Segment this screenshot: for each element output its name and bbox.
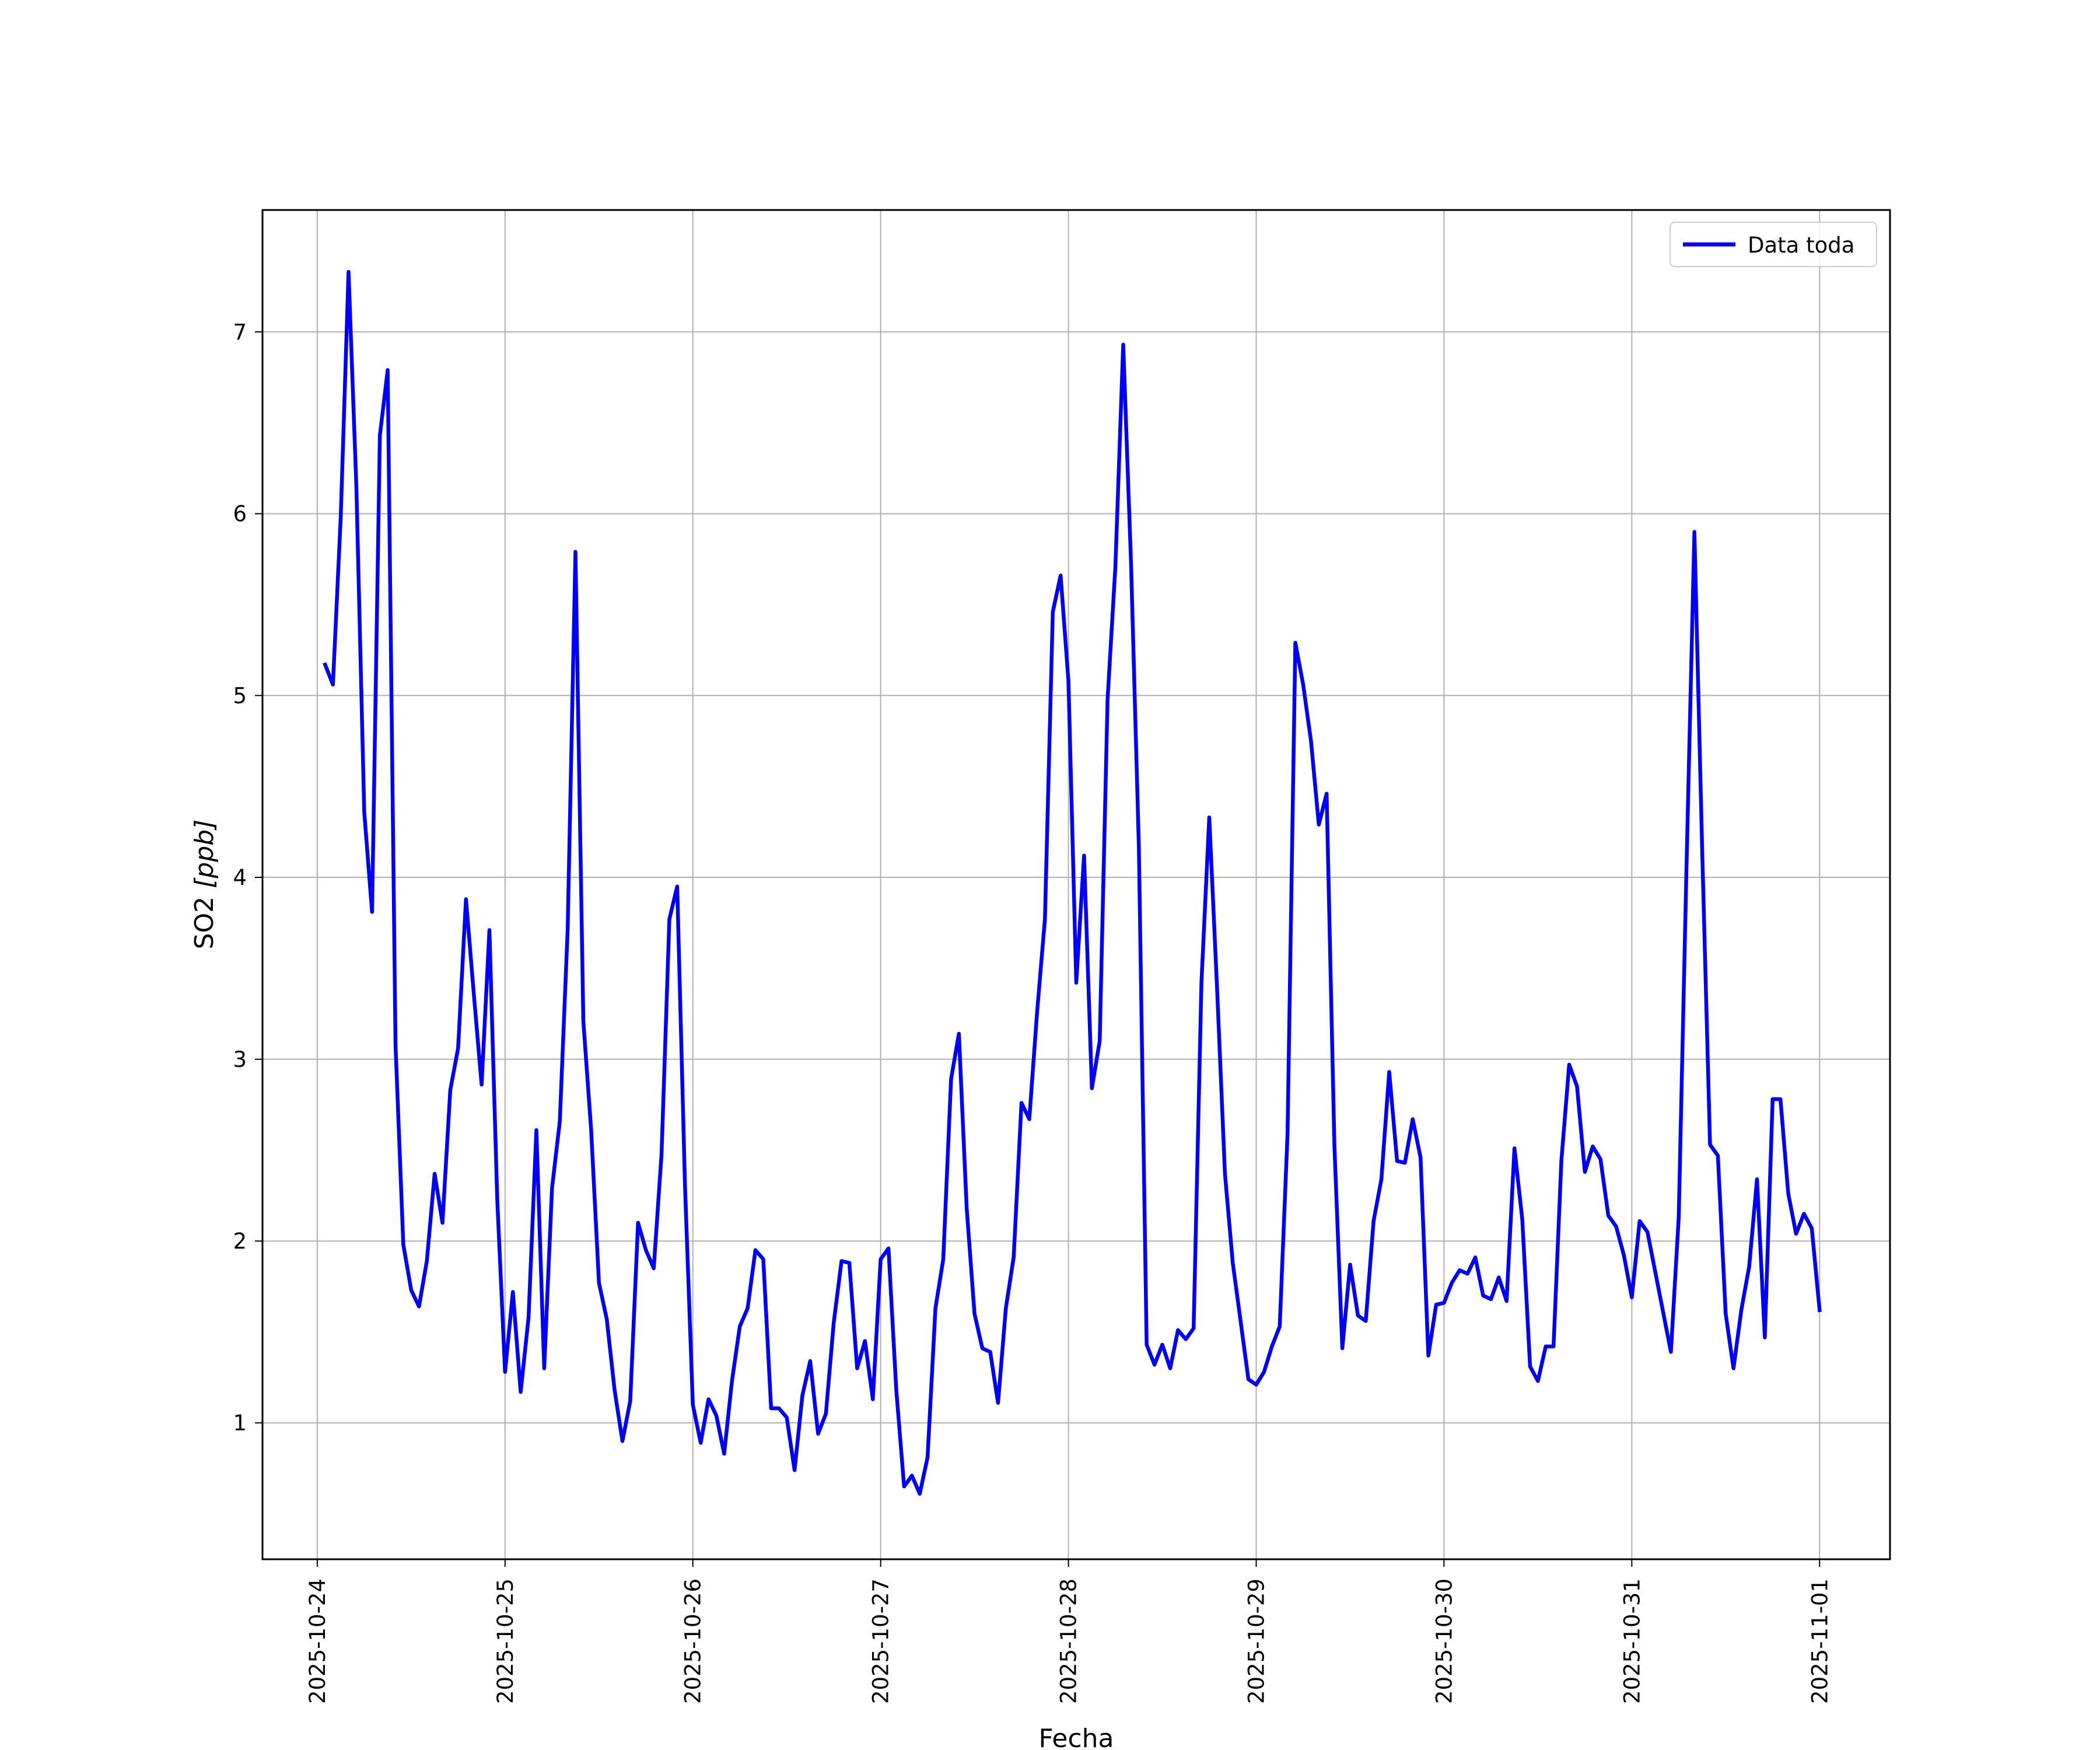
x-tick-label: 2025-10-29 — [1244, 1578, 1269, 1704]
legend-box — [1670, 222, 1877, 267]
x-tick-label: 2025-10-30 — [1432, 1578, 1457, 1704]
y-tick-label: 7 — [233, 320, 247, 345]
y-tick-label: 1 — [233, 1410, 247, 1436]
y-tick-label: 2 — [233, 1229, 247, 1254]
series-layer — [323, 270, 1822, 1496]
y-tick-label: 5 — [233, 683, 247, 708]
y-tick-label: 4 — [233, 865, 247, 890]
legend-label: Data toda — [1748, 233, 1854, 258]
y-axis-label-unit: [ppb] — [190, 820, 219, 888]
y-axis-label-main: SO2 — [190, 888, 219, 950]
x-axis-label: Fecha — [1038, 1724, 1114, 1750]
x-tick-label: 2025-10-27 — [869, 1578, 894, 1704]
x-tick-label: 2025-10-26 — [681, 1578, 706, 1704]
y-tick-label: 6 — [233, 502, 247, 527]
x-tick-label: 2025-10-24 — [305, 1578, 330, 1704]
plot-area-frame — [261, 209, 1891, 1560]
legend: Data toda — [1670, 222, 1877, 267]
x-axis: 2025-10-24 2025-10-25 2025-10-26 2025-10-27… — [305, 1559, 1832, 1704]
y-axis: 1 2 3 4 5 6 7 — [233, 320, 262, 1436]
y-axis-label: SO2 [ppb] — [190, 820, 219, 950]
x-tick-label: 2025-10-25 — [493, 1578, 518, 1704]
x-tick-label: 2025-11-01 — [1807, 1578, 1832, 1704]
series-line-data-toda — [323, 270, 1822, 1496]
x-tick-label: 2025-10-31 — [1619, 1578, 1644, 1704]
x-tick-label: 2025-10-28 — [1056, 1578, 1082, 1704]
y-tick-label: 3 — [233, 1047, 247, 1072]
